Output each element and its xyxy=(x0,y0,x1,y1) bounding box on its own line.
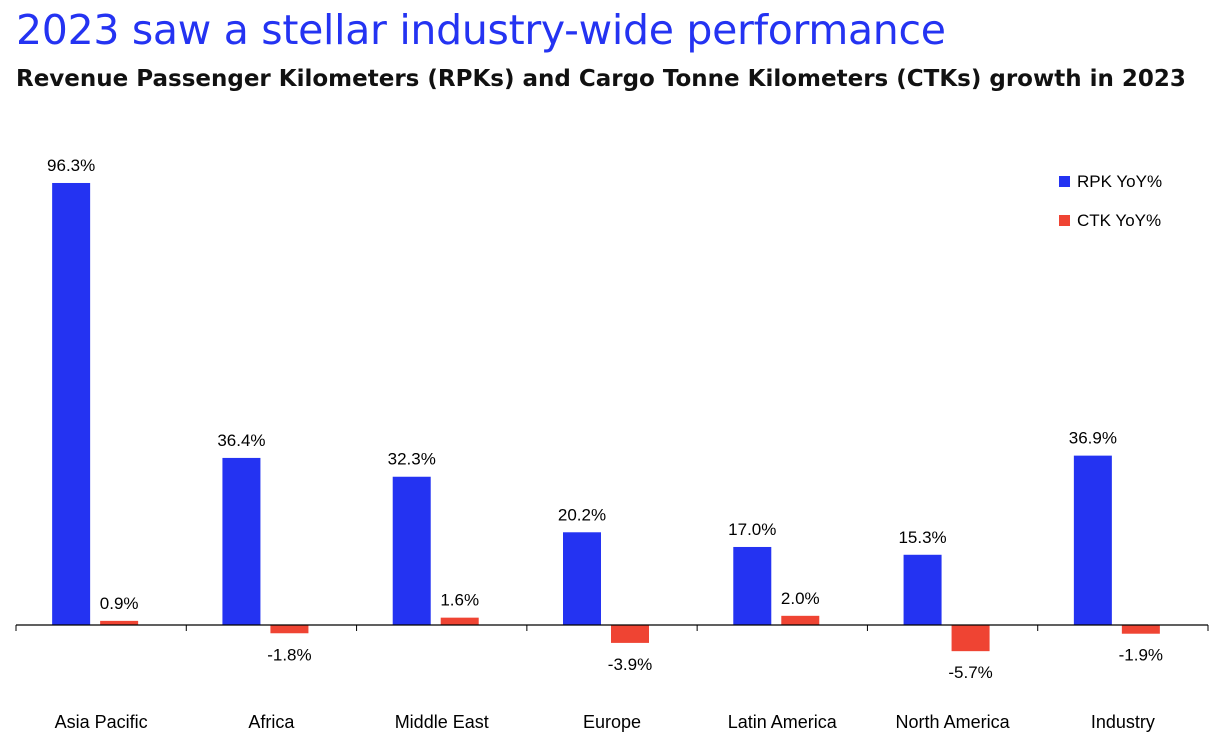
category-label: Asia Pacific xyxy=(55,712,148,732)
ctk-bar xyxy=(781,615,820,625)
rpk-value-label: 36.9% xyxy=(1069,429,1117,448)
ctk-value-label: 0.9% xyxy=(100,594,139,613)
legend: RPK YoY% CTK YoY% xyxy=(1059,172,1162,230)
headline: 2023 saw a stellar industry-wide perform… xyxy=(16,6,946,54)
ctk-bar xyxy=(270,625,309,634)
rpk-value-label: 32.3% xyxy=(388,450,436,469)
ctk-bar xyxy=(611,625,649,643)
rpk-bar xyxy=(563,532,601,625)
category-labels-layer: Asia Pacific Africa Middle East Europe Latin… xyxy=(55,712,1155,732)
ctk-value-label: -1.9% xyxy=(1119,646,1163,665)
category-label: North America xyxy=(896,712,1011,732)
rpk-value-label: 96.3% xyxy=(47,156,95,175)
rpk-bar xyxy=(1073,455,1112,625)
rpk-bar xyxy=(733,546,772,625)
ctk-value-label: 2.0% xyxy=(781,589,820,608)
legend-ctk-label: CTK YoY% xyxy=(1077,211,1161,230)
legend-rpk-label: RPK YoY% xyxy=(1077,172,1162,191)
x-axis xyxy=(15,624,1209,631)
rpk-bar xyxy=(52,182,91,625)
ctk-value-label: -3.9% xyxy=(608,655,652,674)
legend-rpk-swatch xyxy=(1059,176,1070,187)
category-label: Industry xyxy=(1091,712,1155,732)
category-label: Middle East xyxy=(395,712,489,732)
ctk-bar xyxy=(100,620,139,625)
legend-ctk-swatch xyxy=(1059,215,1070,226)
rpk-value-label: 15.3% xyxy=(898,528,946,547)
rpk-bar xyxy=(392,476,431,625)
rpk-value-label: 17.0% xyxy=(728,520,776,539)
rpk-bar xyxy=(222,457,261,625)
rpk-value-label: 20.2% xyxy=(558,505,606,524)
ctk-bar xyxy=(1121,625,1160,634)
rpk-value-label: 36.4% xyxy=(217,431,265,450)
category-label: Africa xyxy=(248,712,295,732)
ctk-value-label: 1.6% xyxy=(440,591,479,610)
ctk-value-label: -1.8% xyxy=(267,645,311,664)
ctk-bar xyxy=(951,625,990,652)
value-labels-layer: 96.3% 0.9% 36.4% -1.8% 32.3% 1.6% 20.2% -3.9% 17… xyxy=(47,156,1163,682)
rpk-bar xyxy=(903,554,942,625)
ctk-value-label: -5.7% xyxy=(948,663,992,682)
chart-subtitle: Revenue Passenger Kilometers (RPKs) and … xyxy=(16,66,1186,92)
ctk-bar xyxy=(440,617,479,625)
bars-layer xyxy=(52,182,1160,652)
category-label: Latin America xyxy=(728,712,838,732)
category-label: Europe xyxy=(583,712,641,732)
